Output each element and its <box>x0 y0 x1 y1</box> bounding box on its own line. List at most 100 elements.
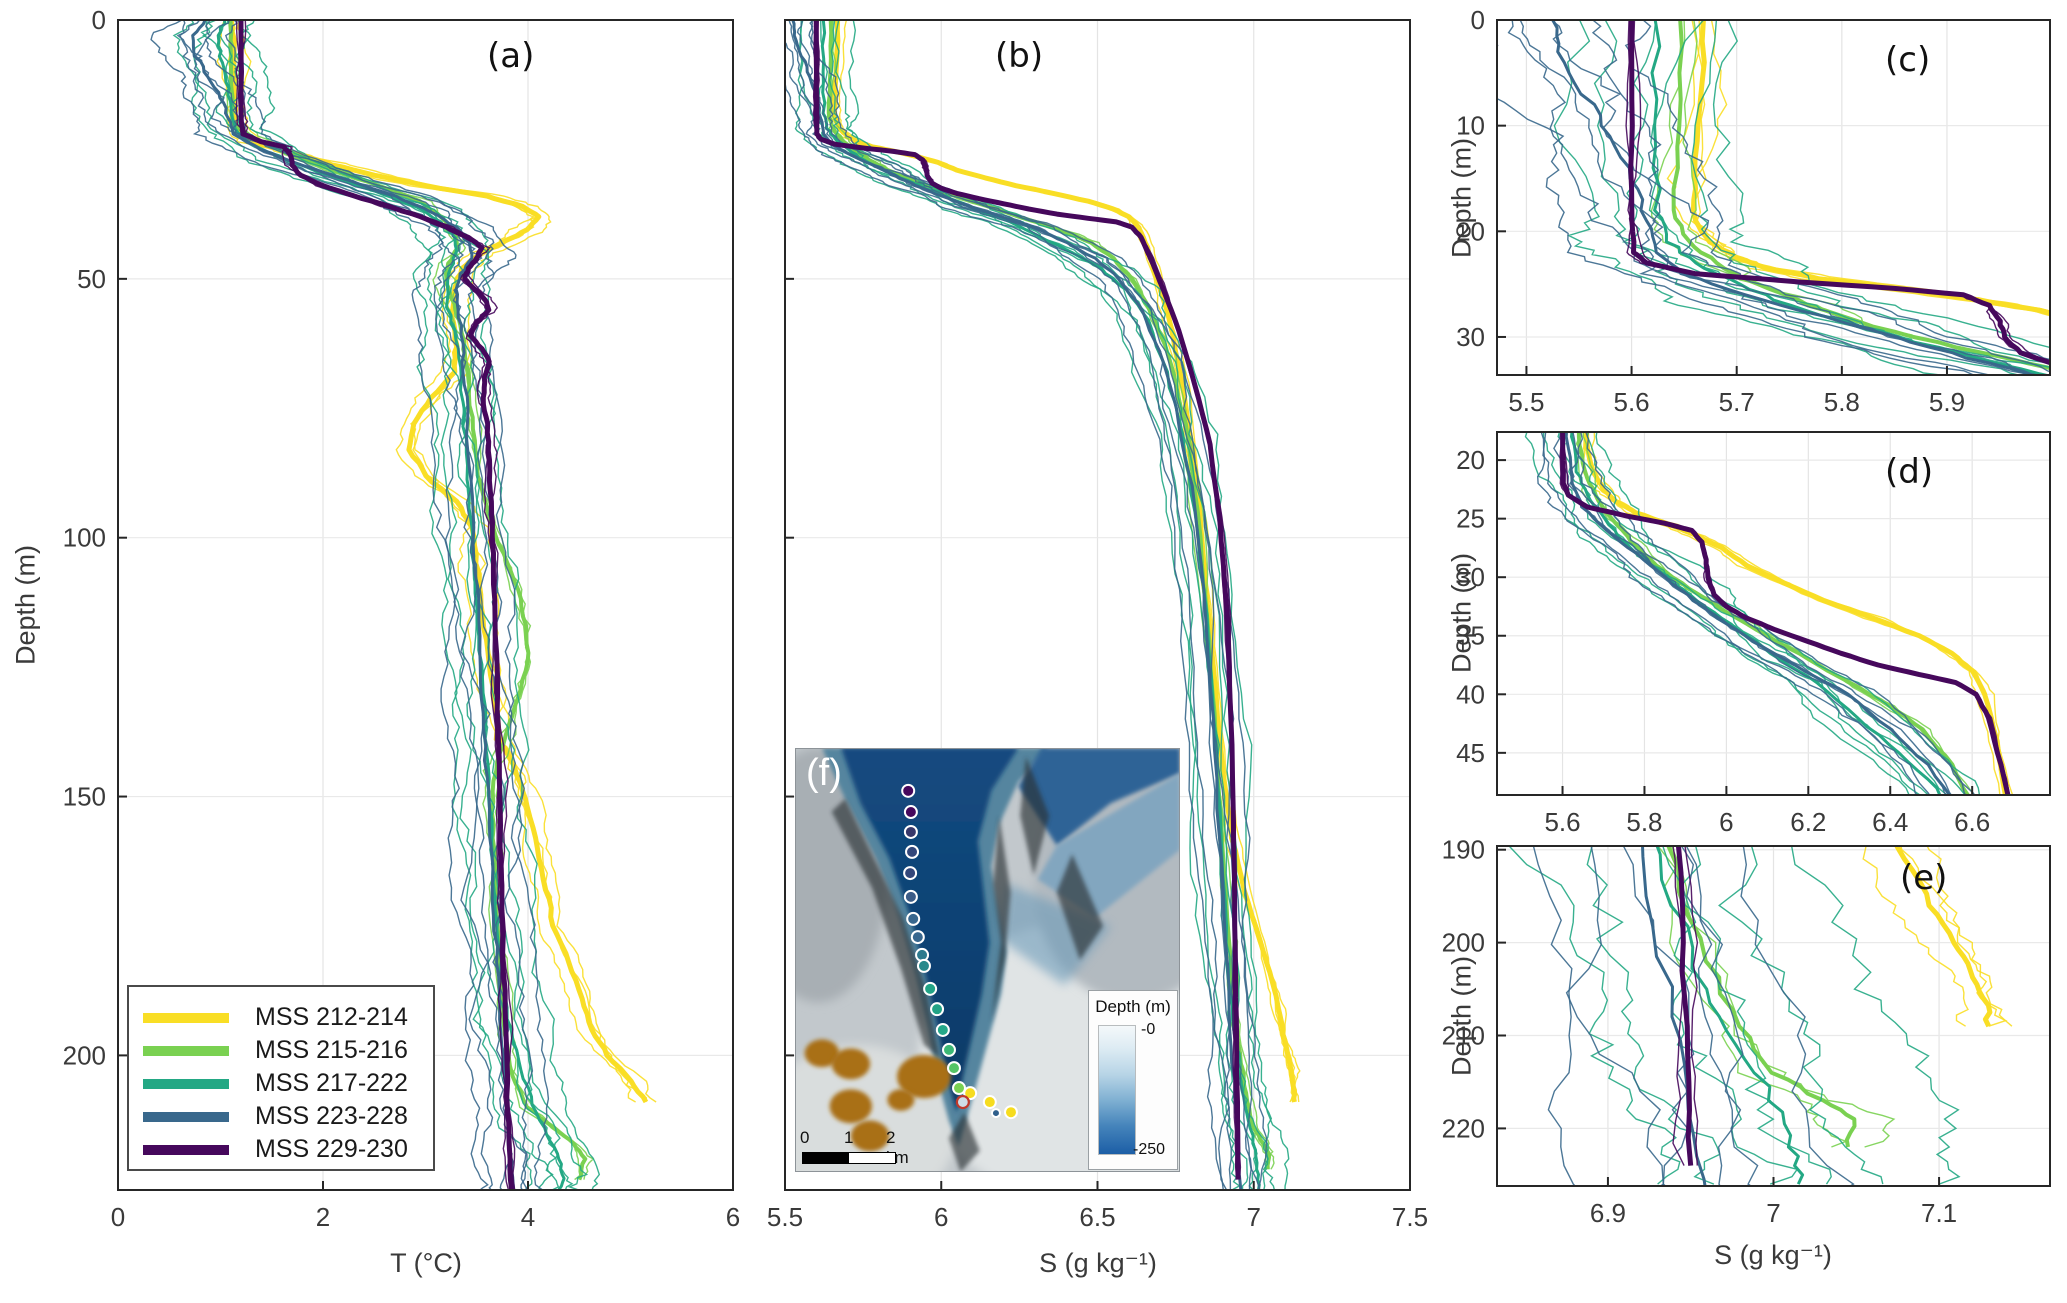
panel-f-letter: (f) <box>806 752 842 794</box>
map-station-4[interactable] <box>905 844 920 859</box>
profile-line-MSS-215-216 <box>1666 846 1857 1148</box>
profile-cast-MSS-223-228 <box>150 20 489 1190</box>
axes-box <box>1496 19 2051 376</box>
axes-box <box>1496 431 2051 796</box>
x-tick-label: 6.6 <box>1954 807 1990 837</box>
profile-cast-MSS-217-222 <box>1586 846 1721 1185</box>
panel-c: 5.5 5.6 5.7 5.8 5.9 0 10 20 30 <box>1456 5 2051 417</box>
x-tick-label: 7 <box>1247 1202 1261 1232</box>
y-tick-label: 210 <box>1442 1021 1485 1051</box>
profile-cast-MSS-223-228 <box>1591 20 2050 373</box>
map-scalebar: 0 1 2 km <box>800 1128 909 1168</box>
panel-c-curves <box>1497 20 2050 375</box>
profile-cast-MSS-223-228 <box>1550 20 2038 375</box>
profile-cast-MSS-215-216 <box>1670 846 1896 1148</box>
profile-cast-MSS-223-228 <box>1585 432 1976 795</box>
map-station-1[interactable] <box>901 783 916 798</box>
panel-d: 5.6 5.8 6 6.2 6.4 6.6 20 25 30 35 40 45 <box>1456 431 2051 837</box>
profile-cast-MSS-217-222 <box>1593 20 2022 375</box>
profile-line-MSS-229-230 <box>813 20 1241 1180</box>
map-station-16[interactable] <box>952 1081 967 1096</box>
map-ridge-shadow <box>1056 854 1103 960</box>
map-station-17[interactable] <box>963 1086 978 1101</box>
y-tick-label: 20 <box>1456 216 1485 246</box>
map-inlet <box>1018 748 1180 846</box>
y-tick-label: 200 <box>63 1040 106 1070</box>
y-tick-label: 150 <box>63 782 106 812</box>
x-tick-label: 7 <box>1766 1198 1780 1228</box>
map-inlet <box>999 883 1111 986</box>
x-tick-label: 6 <box>726 1202 740 1232</box>
panel-a-curves <box>150 20 657 1190</box>
profile-cast-MSS-217-222 <box>1648 20 2050 368</box>
map-land-patch <box>850 1120 890 1152</box>
x-tick-label: 6 <box>934 1202 948 1232</box>
profile-line-MSS-217-222 <box>1570 432 1942 795</box>
y-tick-label: 45 <box>1456 738 1485 768</box>
legend-label: MSS 223-228 <box>255 1102 408 1130</box>
map-station-19[interactable] <box>982 1095 997 1110</box>
profile-cast-MSS-223-228 <box>810 20 1261 1190</box>
x-tick-label: 5.6 <box>1613 387 1649 417</box>
legend-label: MSS 229-230 <box>255 1135 408 1163</box>
profile-cast-MSS-223-228 <box>1507 20 1996 375</box>
map-station-3[interactable] <box>903 824 918 839</box>
profile-cast-MSS-217-222 <box>193 20 554 1190</box>
x-tick-label: 5.8 <box>1626 807 1662 837</box>
panel-a-yaxis-label: Depth (m) <box>10 544 41 666</box>
profile-cast-MSS-217-222 <box>1718 846 1884 1185</box>
y-tick-label: 50 <box>77 264 106 294</box>
profile-line-MSS-223-228 <box>1551 20 2041 375</box>
legend-entry-MSS-215-216: MSS 215-216 <box>129 1034 433 1067</box>
panel-b-xaxis-label: S (g kg⁻¹) <box>1039 1248 1157 1278</box>
map-station-10[interactable] <box>916 958 931 973</box>
profile-cast-MSS-217-222 <box>1680 846 1832 1185</box>
y-tick-label: 0 <box>92 5 106 35</box>
legend-label: MSS 215-216 <box>255 1036 408 1064</box>
map-station-18[interactable] <box>955 1094 970 1110</box>
map-station-15[interactable] <box>947 1061 962 1076</box>
legend-swatch <box>143 1045 229 1056</box>
map-station-11[interactable] <box>923 981 938 996</box>
map-station-14[interactable] <box>942 1042 956 1057</box>
legend-swatch <box>143 1012 229 1023</box>
scalebar-label-1: 1 <box>844 1128 854 1147</box>
profile-line-MSS-212-214 <box>1690 20 2050 316</box>
legend-entry-MSS-212-214: MSS 212-214 <box>129 1001 433 1034</box>
legend-label: MSS 212-214 <box>255 1003 408 1031</box>
profile-cast-MSS-223-228 <box>785 83 1225 1190</box>
map-station-8[interactable] <box>910 930 925 945</box>
map-station-20[interactable] <box>990 1108 1001 1119</box>
profile-cast-MSS-223-228 <box>176 20 513 1190</box>
legend-label: MSS 217-222 <box>255 1069 408 1097</box>
x-tick-label: 7.1 <box>1921 1198 1957 1228</box>
legend-swatch <box>143 1144 229 1155</box>
panel-d-letter: (d) <box>1885 452 1934 492</box>
map-station-5[interactable] <box>903 866 918 881</box>
y-tick-label: 200 <box>1442 928 1485 958</box>
profile-cast-MSS-217-222 <box>1508 846 1681 1185</box>
profile-cast-MSS-229-230 <box>235 20 510 1190</box>
profile-cast-MSS-217-222 <box>1662 846 1799 1185</box>
legend-entry-MSS-229-230: MSS 229-230 <box>129 1133 433 1166</box>
map-station-12[interactable] <box>930 1002 945 1017</box>
y-tick-label: 190 <box>1442 835 1485 865</box>
x-tick-label: 6.4 <box>1872 807 1908 837</box>
map-land-patch <box>804 1039 840 1068</box>
x-tick-label: 5.5 <box>1508 387 1544 417</box>
map-station-7[interactable] <box>906 911 921 926</box>
map-station-21[interactable] <box>1003 1105 1018 1120</box>
map-station-9[interactable] <box>915 947 930 962</box>
colorbar-title: Depth (m) <box>1095 997 1171 1016</box>
x-tick-label: 6.2 <box>1790 807 1826 837</box>
profile-line-MSS-229-230 <box>1560 432 2011 795</box>
profile-cast-MSS-212-214 <box>236 20 657 1103</box>
map-station-6[interactable] <box>903 889 918 904</box>
y-tick-label: 30 <box>1456 562 1485 592</box>
map-station-2[interactable] <box>903 805 918 820</box>
colorbar-top-label: -0 <box>1141 1021 1156 1038</box>
map-station-13[interactable] <box>935 1022 950 1037</box>
colorbar-gradient <box>1098 1025 1136 1155</box>
x-tick-label: 5.9 <box>1929 387 1965 417</box>
x-tick-label: 2 <box>316 1202 330 1232</box>
